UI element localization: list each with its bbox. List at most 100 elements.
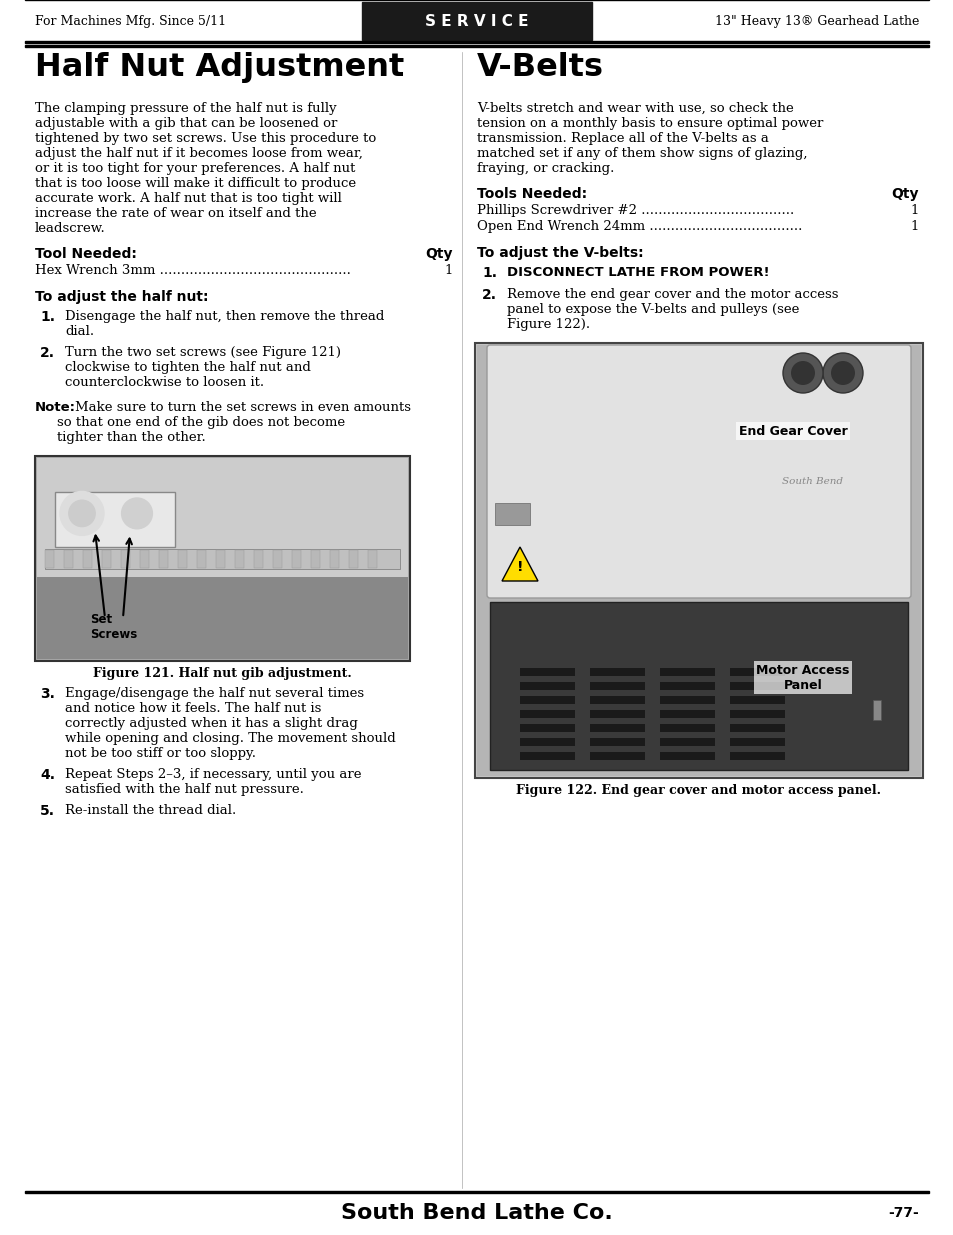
Circle shape [782,353,822,393]
Text: counterclockwise to loosen it.: counterclockwise to loosen it. [65,375,264,389]
Text: V-Belts: V-Belts [476,52,603,83]
Bar [45,548,399,568]
Text: 13" Heavy 13® Gearhead Lathe: 13" Heavy 13® Gearhead Lathe [714,15,918,27]
Bar [25,1191,928,1193]
Bar [589,682,644,690]
Text: Figure 122. End gear cover and motor access panel.: Figure 122. End gear cover and motor acc… [516,784,881,797]
Text: matched set if any of them show signs of glazing,: matched set if any of them show signs of… [476,147,806,161]
Text: adjust the half nut if it becomes loose from wear,: adjust the half nut if it becomes loose … [35,147,362,161]
Bar [729,710,784,718]
Bar [729,682,784,690]
Bar [589,752,644,760]
Bar [159,550,168,568]
Bar [64,550,73,568]
Bar [475,343,923,778]
Bar [659,752,714,760]
Text: Motor Access
Panel: Motor Access Panel [756,663,849,692]
Bar [55,492,174,547]
Bar [589,710,644,718]
Text: while opening and closing. The movement should: while opening and closing. The movement … [65,732,395,745]
Text: not be too stiff or too sloppy.: not be too stiff or too sloppy. [65,747,255,760]
Circle shape [69,500,95,526]
Text: Figure 121. Half nut gib adjustment.: Figure 121. Half nut gib adjustment. [93,667,352,680]
Bar [476,345,920,776]
Text: tighter than the other.: tighter than the other. [57,431,206,445]
Bar [589,668,644,676]
Bar [292,550,301,568]
Text: increase the rate of wear on itself and the: increase the rate of wear on itself and … [35,207,316,220]
Text: -77-: -77- [887,1207,918,1220]
Bar [196,550,206,568]
Bar [659,710,714,718]
Text: South Bend: South Bend [781,477,842,487]
Text: Tools Needed:: Tools Needed: [476,186,586,201]
Bar [589,697,644,704]
Text: Engage/disengage the half nut several times: Engage/disengage the half nut several ti… [65,687,364,700]
Text: Set
Screws: Set Screws [90,613,137,641]
Text: Hex Wrench 3mm .............................................: Hex Wrench 3mm .........................… [35,264,351,277]
Bar [273,550,282,568]
Text: 1: 1 [910,220,918,233]
Bar [519,752,575,760]
Text: panel to expose the V-belts and pulleys (see: panel to expose the V-belts and pulleys … [506,303,799,316]
Bar [490,348,907,595]
Text: leadscrew.: leadscrew. [35,222,106,235]
Text: 3.: 3. [40,687,55,701]
Bar [659,697,714,704]
Bar [729,697,784,704]
Bar [659,739,714,746]
FancyBboxPatch shape [486,345,910,598]
Bar [178,550,187,568]
Text: fraying, or cracking.: fraying, or cracking. [476,162,614,175]
Text: Qty: Qty [425,247,453,261]
Bar [519,682,575,690]
Bar [519,724,575,732]
Text: 2.: 2. [481,288,497,303]
Bar [37,458,408,579]
Polygon shape [501,547,537,580]
Bar [729,668,784,676]
Text: To adjust the V-belts:: To adjust the V-belts: [476,246,643,261]
Bar [490,601,907,769]
Text: South Bend Lathe Co.: South Bend Lathe Co. [341,1203,612,1223]
Text: V-belts stretch and wear with use, so check the: V-belts stretch and wear with use, so ch… [476,103,793,115]
Text: 1: 1 [444,264,453,277]
Bar [589,724,644,732]
Circle shape [60,492,104,536]
Text: 5.: 5. [40,804,55,818]
Text: Qty: Qty [890,186,918,201]
Text: To adjust the half nut:: To adjust the half nut: [35,290,209,304]
Bar [729,752,784,760]
Text: Figure 122).: Figure 122). [506,317,590,331]
Text: 1.: 1. [481,266,497,280]
Text: S E R V I C E: S E R V I C E [425,14,528,28]
Bar [659,724,714,732]
Text: 1: 1 [910,204,918,217]
Bar [215,550,225,568]
Bar [35,456,410,661]
Bar [45,550,54,568]
Text: Turn the two set screws (see Figure 121): Turn the two set screws (see Figure 121) [65,346,340,359]
Bar [659,668,714,676]
Text: Phillips Screwdriver #2 ....................................: Phillips Screwdriver #2 ................… [476,204,794,217]
Text: DISCONNECT LATHE FROM POWER!: DISCONNECT LATHE FROM POWER! [506,266,769,279]
Text: 2.: 2. [40,346,55,359]
Circle shape [790,361,814,385]
Bar [495,503,530,525]
Bar [25,44,928,47]
Bar [349,550,357,568]
Text: End Gear Cover: End Gear Cover [738,425,846,437]
Text: For Machines Mfg. Since 5/11: For Machines Mfg. Since 5/11 [35,15,226,27]
Text: Disengage the half nut, then remove the thread: Disengage the half nut, then remove the … [65,310,384,324]
Bar [659,682,714,690]
Text: so that one end of the gib does not become: so that one end of the gib does not beco… [57,416,345,429]
Circle shape [830,361,854,385]
Bar [83,550,91,568]
Text: 1.: 1. [40,310,55,324]
Bar [519,697,575,704]
Circle shape [121,498,152,529]
Text: !: ! [517,559,522,574]
Text: adjustable with a gib that can be loosened or: adjustable with a gib that can be loosen… [35,117,337,130]
Bar [330,550,338,568]
Bar [589,739,644,746]
